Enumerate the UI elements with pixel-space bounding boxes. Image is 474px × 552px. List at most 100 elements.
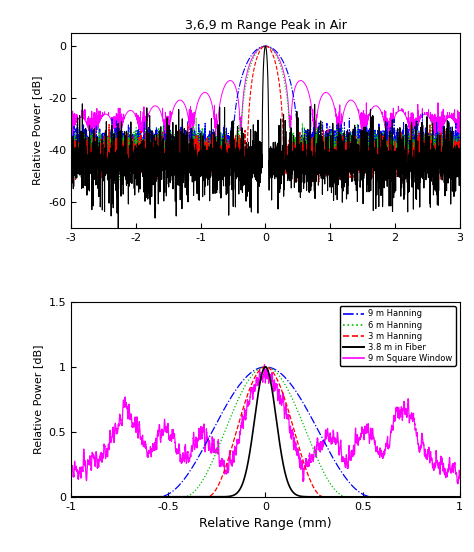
6 m Hanning <box>68 131 74 137</box>
9 m Square Window <box>262 362 267 368</box>
3.8 m in Fiber <box>218 190 223 197</box>
3 m Hanning <box>308 180 314 187</box>
6 m Hanning <box>218 158 223 165</box>
3.8 m in Fiber <box>263 364 268 370</box>
6 m Hanning <box>136 493 141 500</box>
Line: 9 m Square Window: 9 m Square Window <box>71 46 460 141</box>
3.8 m in Fiber <box>457 493 463 500</box>
6 m Hanning <box>234 128 240 135</box>
9 m Square Window <box>408 128 413 135</box>
3 m Hanning <box>457 152 463 158</box>
9 m Hanning <box>457 493 463 500</box>
Line: 3.8 m in Fiber: 3.8 m in Fiber <box>71 367 460 497</box>
3 m Hanning <box>136 493 141 500</box>
9 m Square Window <box>449 461 455 468</box>
9 m Square Window <box>263 43 268 50</box>
3.8 m in Fiber <box>457 157 463 164</box>
3 m Hanning <box>408 493 413 500</box>
6 m Hanning <box>408 133 413 140</box>
9 m Square Window <box>113 127 118 134</box>
Line: 9 m Hanning: 9 m Hanning <box>71 367 460 497</box>
6 m Hanning <box>234 399 240 405</box>
9 m Square Window <box>113 420 118 427</box>
3.8 m in Fiber <box>68 189 74 195</box>
6 m Hanning <box>113 493 118 500</box>
6 m Hanning <box>449 493 455 500</box>
3 m Hanning <box>113 493 118 500</box>
9 m Hanning <box>263 364 268 370</box>
9 m Square Window <box>217 457 223 464</box>
9 m Hanning <box>218 142 223 149</box>
9 m Hanning <box>449 139 455 146</box>
3.8 m in Fiber <box>116 225 121 231</box>
3 m Hanning <box>136 150 141 157</box>
3.8 m in Fiber <box>234 161 240 167</box>
3.8 m in Fiber <box>263 43 268 50</box>
Line: 9 m Square Window: 9 m Square Window <box>71 365 460 484</box>
3 m Hanning <box>68 161 74 167</box>
9 m Square Window <box>218 98 223 105</box>
9 m Square Window <box>68 125 74 132</box>
3.8 m in Fiber <box>136 189 141 195</box>
Line: 6 m Hanning: 6 m Hanning <box>71 46 460 182</box>
3.8 m in Fiber <box>113 493 118 500</box>
9 m Hanning <box>408 493 413 500</box>
9 m Square Window <box>408 412 413 419</box>
6 m Hanning <box>457 130 463 136</box>
9 m Square Window <box>449 115 455 122</box>
9 m Hanning <box>457 140 463 147</box>
9 m Square Window <box>455 481 461 487</box>
3.8 m in Fiber <box>217 493 223 500</box>
9 m Square Window <box>93 137 99 144</box>
9 m Square Window <box>457 113 463 120</box>
9 m Hanning <box>113 493 118 500</box>
9 m Hanning <box>234 95 240 102</box>
9 m Hanning <box>136 493 141 500</box>
3 m Hanning <box>457 493 463 500</box>
Line: 3.8 m in Fiber: 3.8 m in Fiber <box>71 46 460 228</box>
3 m Hanning <box>449 493 455 500</box>
3.8 m in Fiber <box>113 153 118 160</box>
3.8 m in Fiber <box>136 493 141 500</box>
6 m Hanning <box>457 493 463 500</box>
9 m Hanning <box>68 493 74 500</box>
3 m Hanning <box>263 43 268 50</box>
6 m Hanning <box>263 43 268 50</box>
3.8 m in Fiber <box>449 493 455 500</box>
3 m Hanning <box>263 364 268 370</box>
3 m Hanning <box>113 161 118 167</box>
6 m Hanning <box>449 164 455 171</box>
Text: 3,6,9 m Range Peak in Air: 3,6,9 m Range Peak in Air <box>184 19 346 33</box>
9 m Hanning <box>217 413 223 420</box>
9 m Hanning <box>113 155 118 161</box>
3 m Hanning <box>234 426 240 433</box>
3.8 m in Fiber <box>234 490 240 496</box>
3.8 m in Fiber <box>68 493 74 500</box>
3 m Hanning <box>68 493 74 500</box>
Line: 3 m Hanning: 3 m Hanning <box>71 367 460 497</box>
3 m Hanning <box>217 478 223 485</box>
9 m Hanning <box>68 126 74 133</box>
9 m Hanning <box>211 171 217 178</box>
3 m Hanning <box>449 153 455 160</box>
Line: 9 m Hanning: 9 m Hanning <box>71 46 460 174</box>
6 m Hanning <box>136 156 141 162</box>
Line: 3 m Hanning: 3 m Hanning <box>71 46 460 183</box>
3 m Hanning <box>217 170 223 177</box>
Y-axis label: Relative Power [dB]: Relative Power [dB] <box>33 344 43 454</box>
9 m Hanning <box>408 153 413 160</box>
9 m Hanning <box>449 493 455 500</box>
9 m Square Window <box>457 475 463 482</box>
Y-axis label: Relative Power [dB]: Relative Power [dB] <box>33 76 43 185</box>
9 m Hanning <box>263 43 268 50</box>
6 m Hanning <box>263 364 268 370</box>
9 m Hanning <box>136 153 141 160</box>
6 m Hanning <box>408 493 413 500</box>
9 m Square Window <box>136 431 141 437</box>
3.8 m in Fiber <box>408 137 413 144</box>
9 m Square Window <box>136 114 141 120</box>
6 m Hanning <box>152 179 158 185</box>
Line: 6 m Hanning: 6 m Hanning <box>71 367 460 497</box>
9 m Square Window <box>68 476 74 483</box>
9 m Square Window <box>234 89 240 96</box>
